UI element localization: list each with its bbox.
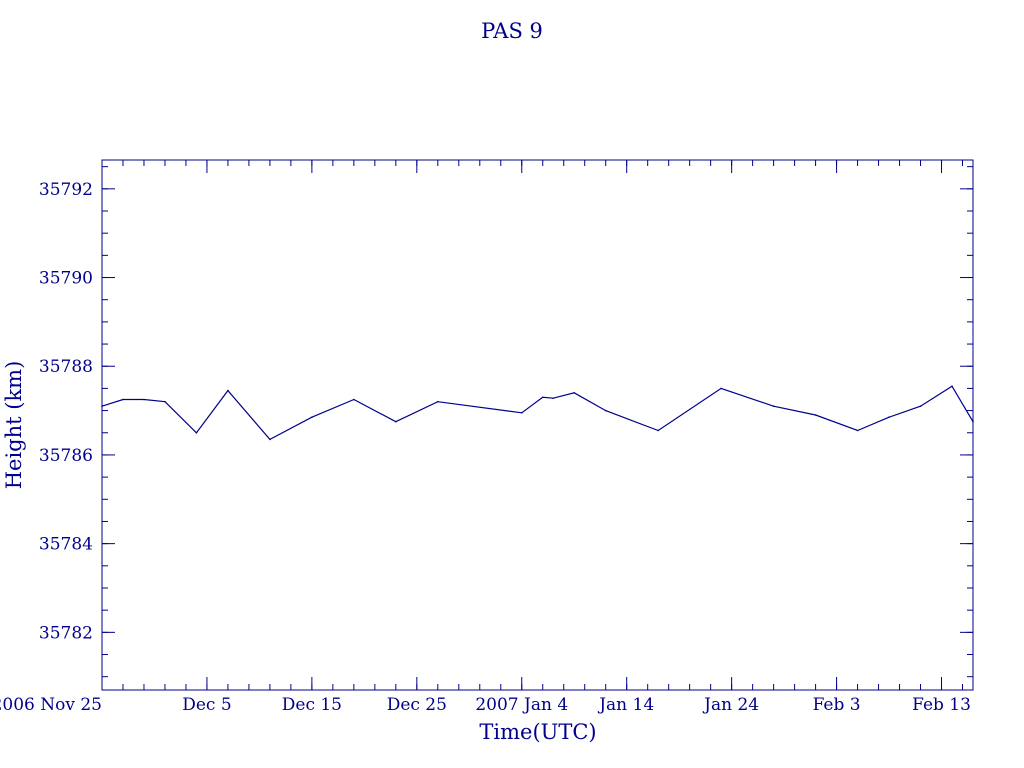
data-point (437, 400, 439, 403)
data-point (972, 420, 974, 423)
x-tick-label: Jan 14 (597, 695, 654, 715)
data-point (395, 420, 397, 423)
data-point (604, 409, 607, 412)
y-tick-label: 35788 (39, 357, 93, 377)
x-tick-label: Dec 15 (282, 695, 342, 715)
data-point (122, 398, 124, 401)
data-point (521, 412, 523, 414)
x-tick-label: Dec 5 (182, 695, 231, 715)
data-point (657, 429, 659, 432)
series-line (101, 385, 974, 441)
x-tick-label: Dec 25 (387, 695, 447, 715)
data-point (888, 416, 890, 419)
data-point (919, 405, 922, 408)
data-point (573, 392, 575, 394)
x-tick-label: Feb 13 (912, 695, 971, 715)
x-tick-label: Jan 24 (702, 695, 759, 715)
series-layer (101, 385, 974, 441)
data-point (311, 416, 313, 419)
data-point (101, 405, 103, 408)
data-point (269, 438, 271, 441)
y-axis-ticks: 35782 35784 35786 35788 35790 35792 (39, 166, 973, 678)
y-tick-label: 35782 (39, 623, 93, 643)
x-axis-label: Time(UTC) (479, 720, 596, 744)
data-point (772, 405, 775, 408)
data-point (856, 429, 859, 432)
chart-title: PAS 9 (481, 19, 543, 43)
y-axis-label: Height (km) (2, 361, 26, 490)
data-point (227, 389, 229, 392)
x-tick-label: Feb 3 (813, 695, 861, 715)
data-point (143, 398, 145, 401)
data-point (541, 396, 544, 399)
data-point (353, 398, 355, 401)
x-axis-ticks: 2006 Nov 25 Dec 5 Dec 15 Dec 25 2007 Jan 4 Ja… (0, 160, 971, 715)
y-tick-label: 35784 (39, 535, 93, 555)
data-point (552, 397, 554, 400)
y-tick-label: 35790 (39, 269, 93, 289)
x-tick-label: 2006 Nov 25 (0, 695, 102, 715)
data-point (164, 400, 166, 403)
plot-frame (101, 159, 974, 691)
data-point (814, 414, 817, 416)
y-tick-label: 35786 (39, 446, 93, 466)
data-point (951, 385, 953, 388)
data-point (195, 432, 198, 434)
x-tick-label: 2007 Jan 4 (475, 695, 568, 715)
data-point (720, 387, 722, 390)
y-tick-label: 35792 (39, 180, 93, 200)
